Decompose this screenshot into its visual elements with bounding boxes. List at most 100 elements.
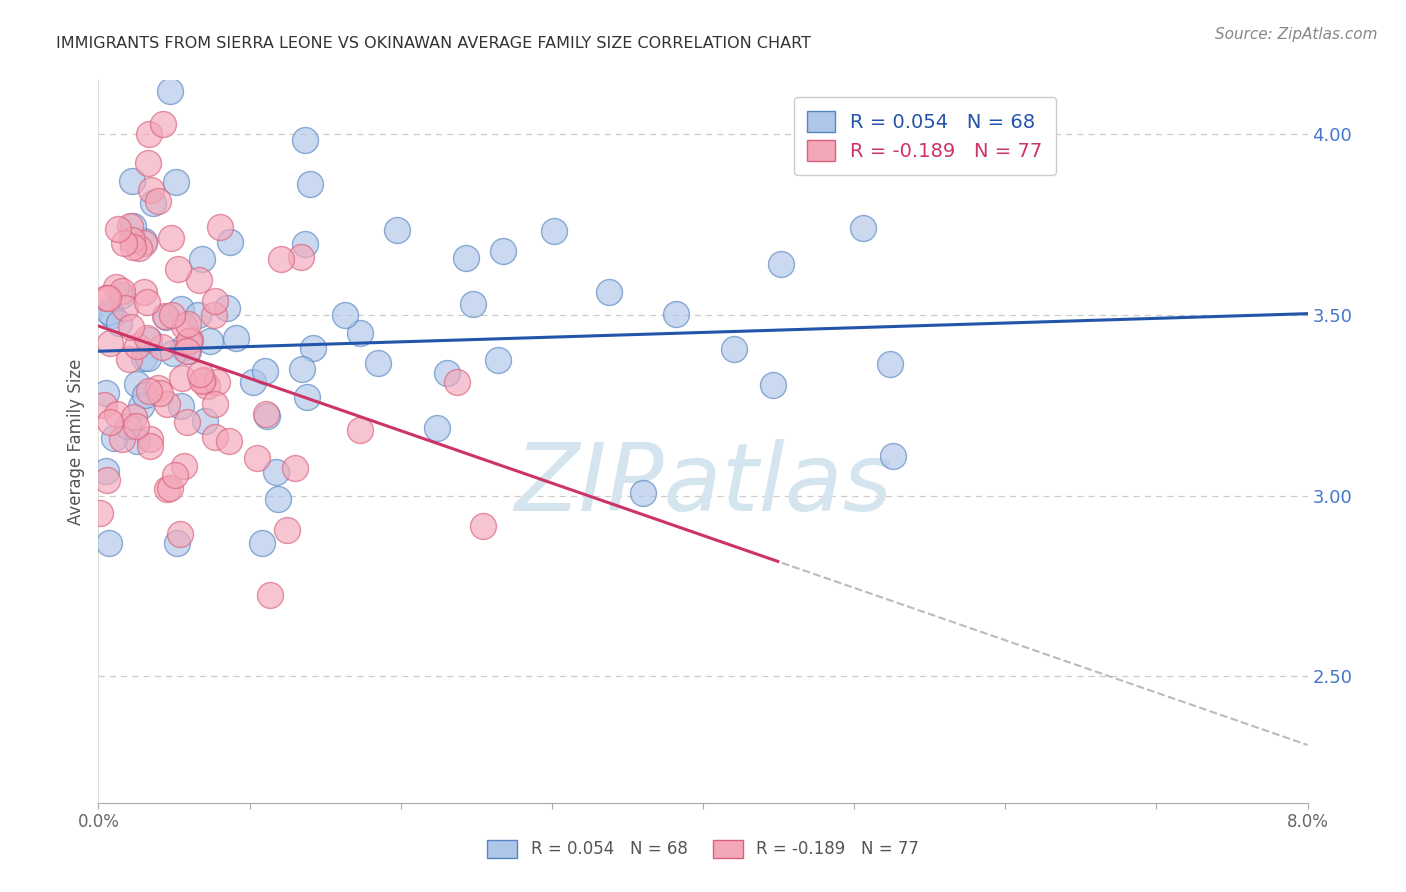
Point — [194, 414, 217, 428]
Point — [121, 219, 143, 234]
Point — [172, 371, 194, 385]
Point — [111, 432, 134, 446]
Point — [160, 308, 183, 322]
Point — [117, 419, 139, 434]
Point — [166, 175, 188, 189]
Point — [191, 375, 214, 389]
Point — [762, 377, 785, 392]
Point — [96, 386, 118, 401]
Point — [153, 310, 176, 324]
Point — [105, 407, 128, 421]
Point — [270, 252, 292, 266]
Point — [134, 234, 156, 248]
Point — [111, 288, 134, 302]
Point — [367, 356, 389, 370]
Point — [176, 343, 198, 358]
Point — [276, 523, 298, 537]
Point — [167, 262, 190, 277]
Point — [132, 235, 155, 250]
Legend: R = 0.054   N = 68, R = -0.189   N = 77: R = 0.054 N = 68, R = -0.189 N = 77 — [479, 831, 927, 867]
Point — [294, 133, 316, 147]
Point — [98, 415, 121, 429]
Point — [631, 486, 654, 500]
Text: ZIPatlas: ZIPatlas — [515, 440, 891, 531]
Point — [218, 434, 240, 448]
Point — [170, 399, 193, 413]
Point — [202, 308, 225, 322]
Point — [173, 318, 195, 333]
Point — [188, 367, 211, 381]
Point — [543, 224, 565, 238]
Point — [156, 397, 179, 411]
Point — [349, 326, 371, 340]
Point — [723, 342, 745, 356]
Point — [598, 285, 620, 299]
Point — [121, 233, 143, 247]
Point — [204, 294, 226, 309]
Point — [111, 285, 134, 299]
Point — [291, 361, 314, 376]
Point — [138, 127, 160, 141]
Point — [852, 221, 875, 235]
Point — [146, 381, 169, 395]
Point — [122, 240, 145, 254]
Y-axis label: Average Family Size: Average Family Size — [66, 359, 84, 524]
Point — [98, 336, 121, 351]
Point — [204, 430, 226, 444]
Text: IMMIGRANTS FROM SIERRA LEONE VS OKINAWAN AVERAGE FAMILY SIZE CORRELATION CHART: IMMIGRANTS FROM SIERRA LEONE VS OKINAWAN… — [56, 36, 811, 51]
Point — [177, 317, 200, 331]
Point — [118, 352, 141, 367]
Point — [155, 310, 177, 324]
Point — [114, 301, 136, 315]
Point — [219, 235, 242, 249]
Point — [101, 308, 124, 322]
Point — [138, 333, 160, 347]
Point — [160, 230, 183, 244]
Point — [97, 535, 120, 549]
Point — [138, 439, 160, 453]
Point — [177, 334, 200, 348]
Point — [294, 236, 316, 251]
Point — [454, 252, 477, 266]
Point — [253, 364, 276, 378]
Point — [128, 242, 150, 256]
Point — [165, 467, 187, 482]
Point — [302, 342, 325, 356]
Point — [152, 118, 174, 132]
Point — [162, 345, 184, 359]
Point — [882, 449, 904, 463]
Point — [254, 407, 277, 421]
Point — [333, 308, 356, 322]
Point — [125, 339, 148, 353]
Point — [166, 535, 188, 549]
Point — [259, 588, 281, 602]
Point — [267, 491, 290, 506]
Point — [134, 388, 156, 402]
Point — [94, 464, 117, 478]
Point — [250, 535, 273, 549]
Point — [93, 398, 115, 412]
Point — [195, 379, 218, 393]
Point — [148, 194, 170, 208]
Point — [492, 244, 515, 258]
Point — [125, 434, 148, 448]
Point — [284, 461, 307, 475]
Point — [136, 156, 159, 170]
Point — [264, 466, 287, 480]
Point — [349, 423, 371, 437]
Point — [104, 280, 127, 294]
Point — [96, 291, 118, 305]
Point — [290, 250, 312, 264]
Point — [172, 341, 194, 355]
Point — [107, 221, 129, 235]
Point — [246, 450, 269, 465]
Point — [122, 409, 145, 424]
Point — [108, 316, 131, 330]
Point — [769, 257, 792, 271]
Point — [169, 302, 191, 317]
Point — [139, 432, 162, 446]
Point — [134, 285, 156, 299]
Point — [436, 366, 458, 380]
Point — [138, 384, 160, 399]
Point — [156, 482, 179, 496]
